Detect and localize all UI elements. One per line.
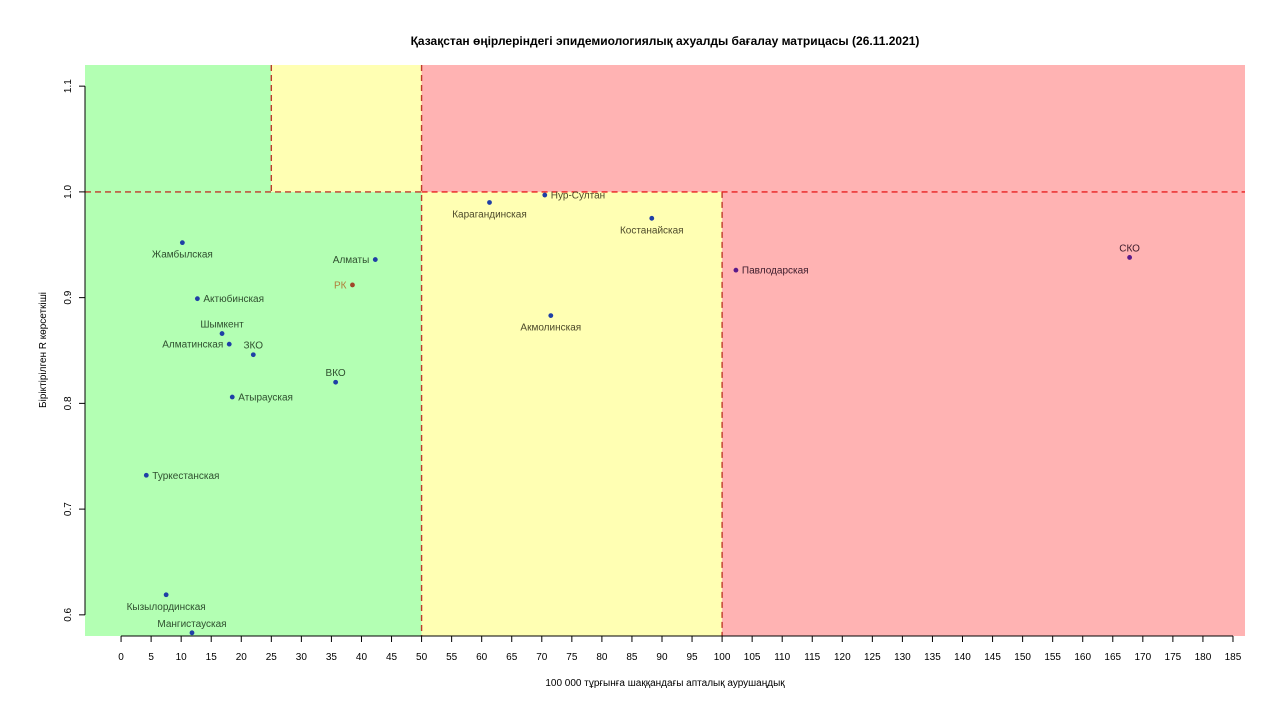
data-point-label: Алматы — [333, 255, 370, 266]
x-tick-label: 80 — [596, 652, 608, 663]
x-tick-label: 150 — [1014, 652, 1031, 663]
x-tick-label: 45 — [386, 652, 398, 663]
y-tick-label: 0.9 — [63, 290, 74, 304]
data-point — [179, 240, 185, 246]
data-point-label: Шымкент — [200, 320, 244, 331]
x-tick-label: 70 — [536, 652, 548, 663]
data-point — [194, 296, 200, 302]
x-tick-label: 75 — [566, 652, 578, 663]
x-tick-label: 180 — [1195, 652, 1212, 663]
x-tick-label: 15 — [206, 652, 218, 663]
data-point-label: Алматинская — [162, 340, 223, 351]
data-point-label: РК — [334, 280, 347, 291]
y-tick-label: 0.7 — [63, 502, 74, 516]
data-point — [487, 200, 492, 205]
x-tick-label: 85 — [626, 652, 638, 663]
data-point-label: ЗКО — [244, 341, 264, 352]
x-tick-label: 0 — [118, 652, 124, 663]
x-tick-label: 10 — [176, 652, 188, 663]
y-tick-label: 1.1 — [63, 79, 74, 93]
x-tick-label: 55 — [446, 652, 458, 663]
x-tick-label: 140 — [954, 652, 971, 663]
x-tick-label: 120 — [834, 652, 851, 663]
zone-yellow — [271, 65, 422, 192]
data-point — [250, 352, 256, 358]
x-tick-label: 115 — [804, 652, 820, 663]
x-tick-label: 100 — [714, 652, 731, 663]
x-tick-label: 90 — [656, 652, 668, 663]
data-point — [219, 331, 225, 336]
x-tick-label: 5 — [148, 652, 154, 663]
data-point — [1127, 255, 1133, 260]
data-point-label: Костанайская — [620, 225, 684, 236]
x-tick-label: 125 — [864, 652, 881, 663]
zone-green — [85, 65, 272, 192]
data-point-label: Павлодарская — [742, 266, 809, 277]
data-point-label: Кызылординская — [127, 602, 206, 613]
labels-layer: Жамбылская Актюбинская Шымкент Алматинская З… — [127, 191, 1141, 630]
y-tick-label: 0.8 — [63, 396, 74, 410]
x-tick-label: 40 — [356, 652, 368, 663]
data-point-label: Мангистауская — [157, 619, 226, 630]
data-point — [229, 394, 235, 400]
x-tick-label: 60 — [476, 652, 488, 663]
zone-yellow — [421, 191, 723, 636]
points-layer — [143, 192, 1133, 636]
data-point-label: Жамбылская — [152, 249, 213, 261]
data-point — [548, 313, 554, 319]
zones-layer — [85, 65, 1245, 636]
x-tick-label: 175 — [1165, 652, 1182, 663]
reference-lines-layer — [85, 65, 1245, 636]
data-point-label: ВКО — [326, 368, 346, 379]
x-axis-title: 100 000 тұрғынға шаққандағы апталық ауру… — [545, 678, 785, 689]
data-point-label: Актюбинская — [203, 293, 264, 305]
x-tick-label: 155 — [1044, 652, 1061, 663]
data-point — [733, 267, 739, 273]
x-tick-label: 25 — [266, 652, 278, 663]
data-point — [226, 341, 232, 347]
x-tick-label: 35 — [326, 652, 338, 663]
data-point — [333, 379, 339, 385]
data-point-label: Туркестанская — [152, 471, 219, 482]
x-tick-label: 30 — [296, 652, 308, 663]
x-tick-label: 50 — [416, 652, 428, 663]
x-tick-label: 95 — [686, 652, 698, 663]
x-tick-label: 185 — [1225, 652, 1242, 663]
y-axis-title: Біріктірілген R көрсеткіші — [38, 292, 49, 408]
zone-green — [85, 191, 422, 636]
chart-title: Қазақстан өңірлеріндегі эпидемиологиялық… — [411, 34, 920, 48]
data-point-label: Карагандинская — [452, 209, 527, 220]
data-point — [189, 630, 195, 636]
x-tick-label: 145 — [984, 652, 1001, 663]
x-tick-label: 20 — [236, 652, 248, 663]
x-tick-label: 130 — [894, 652, 911, 663]
x-tick-label: 105 — [744, 652, 761, 663]
data-point-label: Нур-Султан — [551, 191, 605, 202]
data-point-label: СКО — [1119, 243, 1140, 254]
data-point-label: Акмолинская — [520, 323, 581, 334]
x-tick-label: 160 — [1074, 652, 1091, 663]
data-point — [649, 215, 655, 221]
x-tick-label: 65 — [506, 652, 518, 663]
data-point — [143, 472, 149, 478]
zone-red — [722, 191, 1245, 636]
data-point — [163, 592, 169, 598]
data-point-label: Атырауская — [238, 393, 293, 404]
x-tick-label: 135 — [924, 652, 941, 663]
data-point — [542, 192, 548, 198]
axes-layer: 0.6 0.7 0.8 0.9 1.0 1.1 0 5 10 15 20 25 30 35 40 45 50 55… — [63, 79, 1242, 663]
data-point — [372, 257, 378, 262]
data-point — [350, 282, 355, 288]
zone-red — [421, 65, 1245, 192]
x-tick-label: 110 — [774, 652, 790, 663]
y-tick-label: 0.6 — [63, 607, 74, 621]
x-tick-label: 165 — [1104, 652, 1121, 663]
x-tick-label: 170 — [1134, 652, 1151, 663]
y-tick-label: 1.0 — [63, 185, 74, 199]
